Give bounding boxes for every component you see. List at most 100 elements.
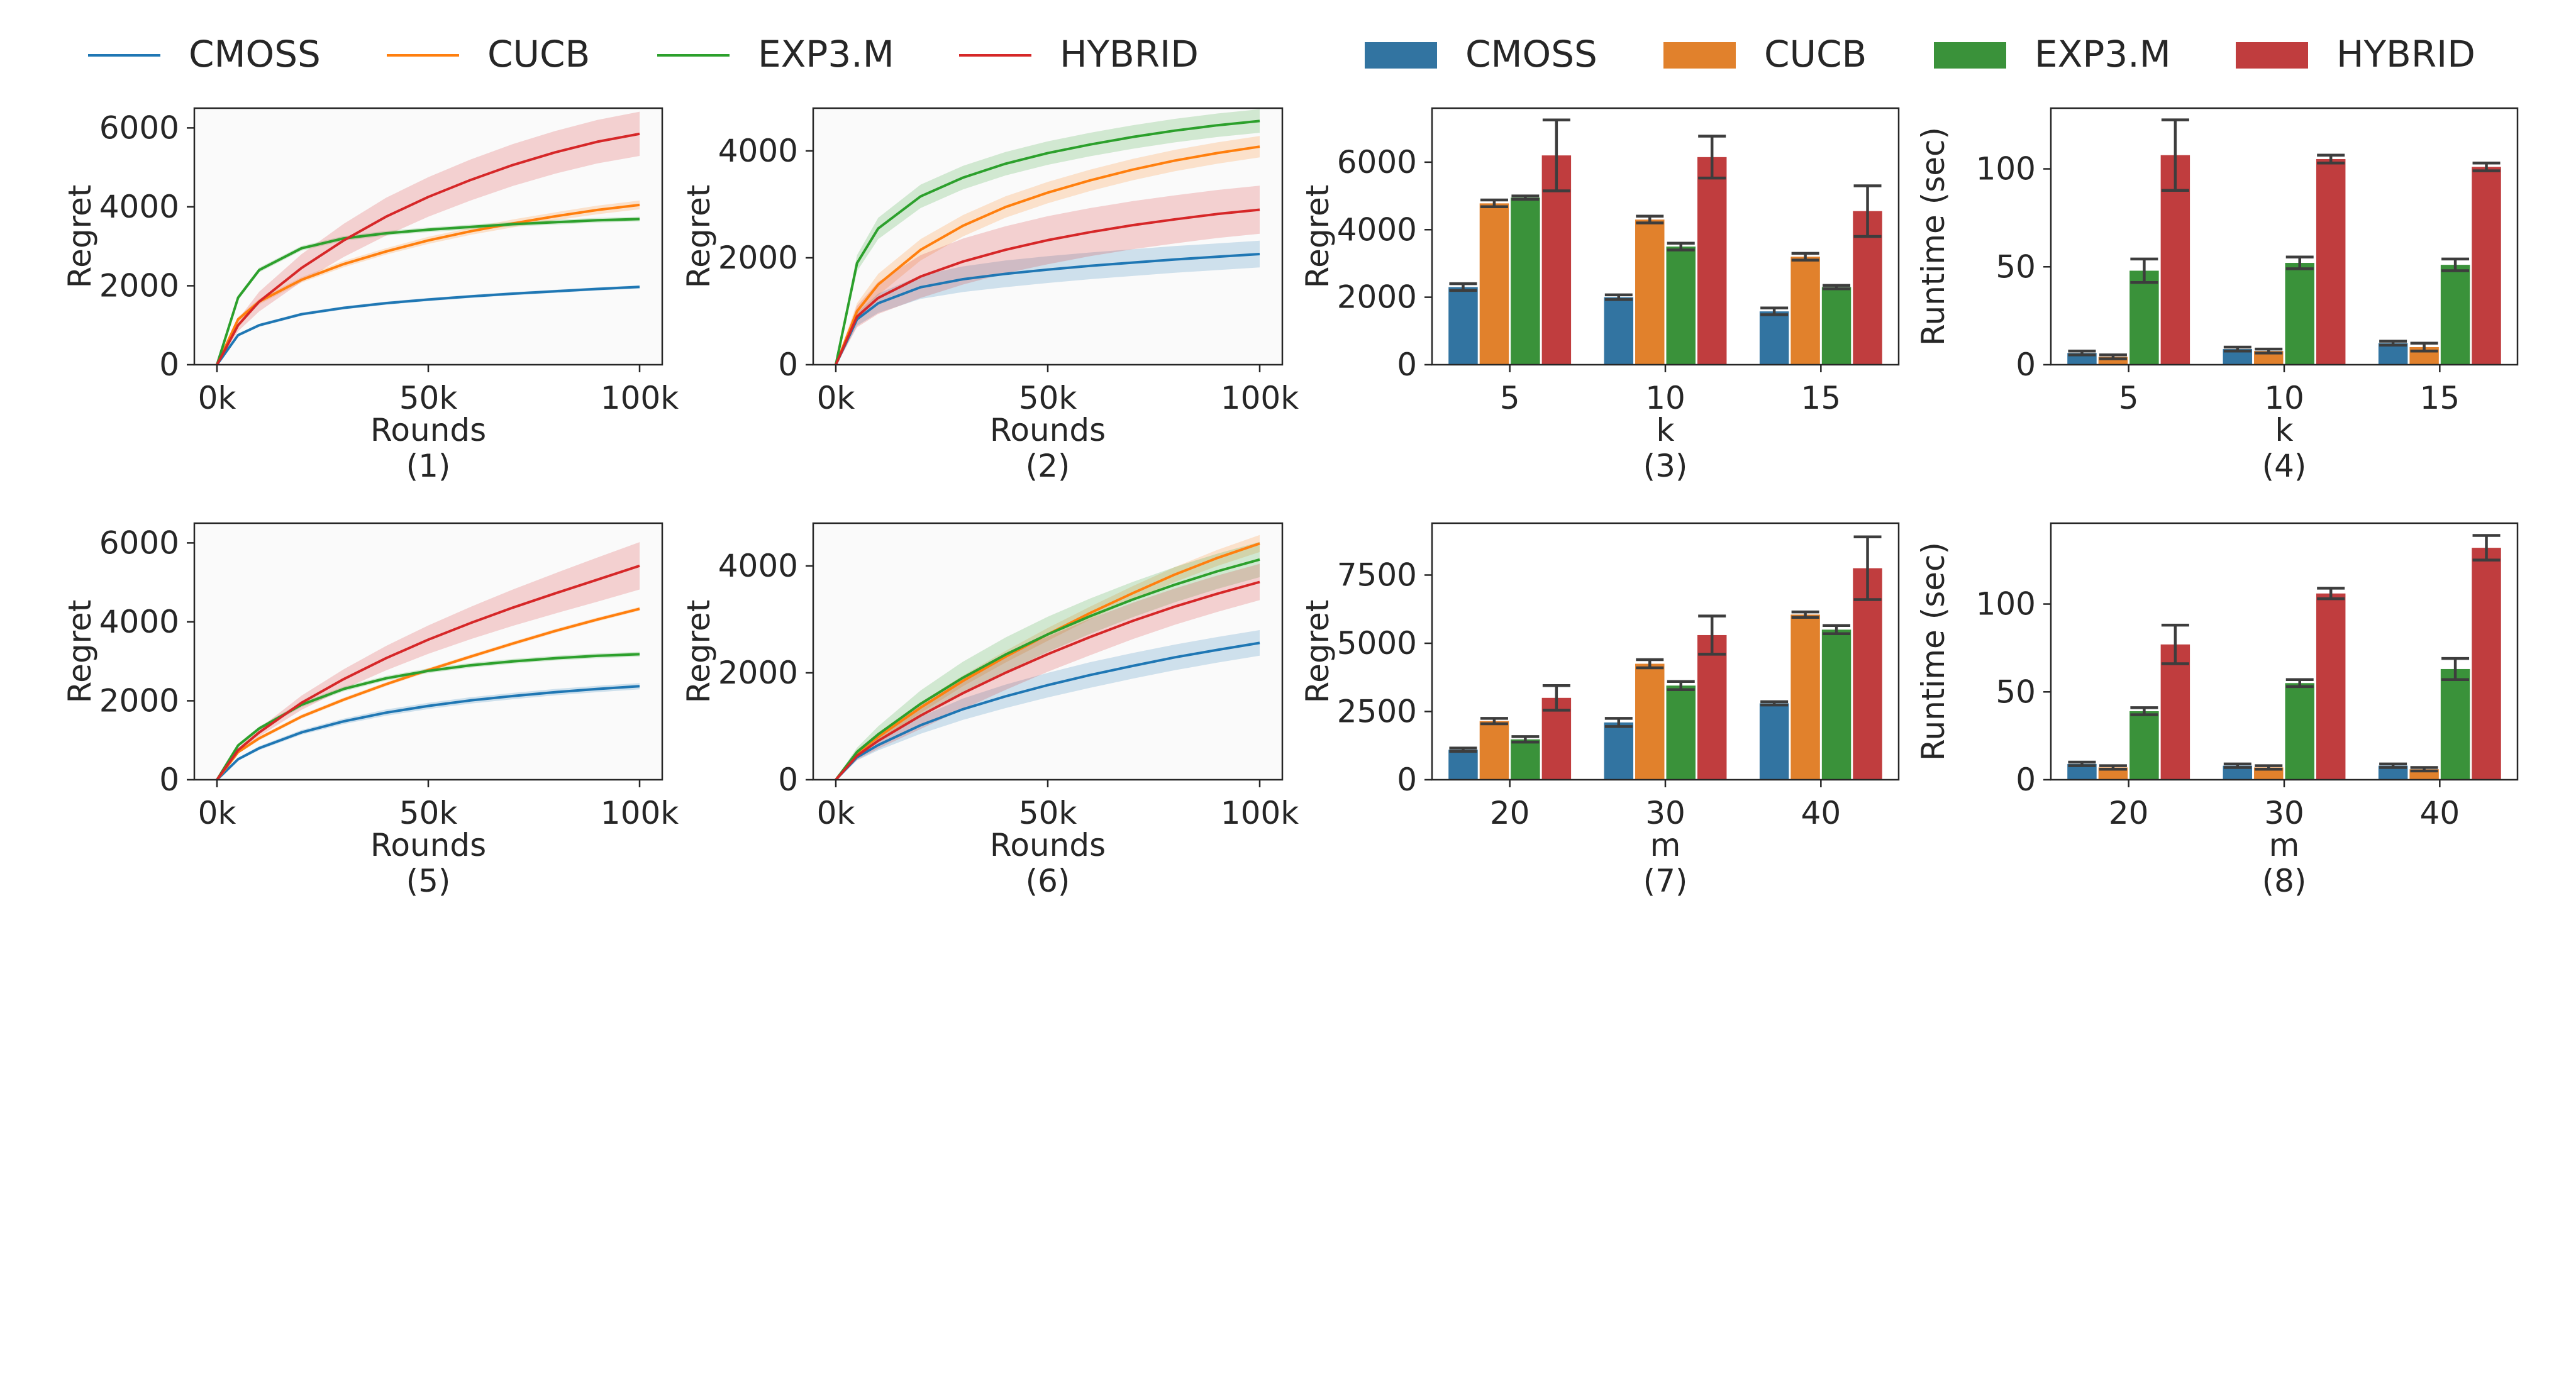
series-line-hybrid (216, 564, 640, 781)
x-tick-label: 30 (1645, 795, 1685, 831)
bar-cmoss-40 (2378, 765, 2408, 780)
panel-caption: (8) (2262, 863, 2307, 899)
series-line-cmoss (835, 641, 1260, 781)
y-tick-label: 6000 (99, 109, 179, 146)
x-axis-label: Rounds (990, 412, 1106, 448)
y-tick-label: 100 (1976, 586, 2036, 623)
y-axis-label: Runtime (sec) (1915, 127, 1951, 346)
legend-label-1: CUCB (487, 33, 590, 75)
panel-p5: 0 2000 4000 6000 Regret 0k 50k 100k Rounds(5) (62, 522, 679, 899)
bar-exp3m-15 (1821, 287, 1852, 365)
legend-swatch-0 (1365, 42, 1437, 69)
panel-caption: (2) (1026, 448, 1070, 484)
x-tick-label: 5 (1500, 380, 1520, 416)
bar-exp3m-15 (2440, 265, 2470, 365)
y-tick-label: 7500 (1337, 557, 1417, 593)
x-tick-label: 10 (2264, 380, 2304, 416)
bar-cucb-30 (1635, 663, 1665, 780)
x-axis-label: Rounds (370, 827, 486, 863)
y-tick-label: 4000 (1337, 211, 1417, 248)
y-tick-label: 4000 (99, 604, 179, 640)
y-axis-label: Runtime (sec) (1915, 542, 1951, 761)
panel-caption: (5) (406, 863, 451, 899)
series-line-cmoss (216, 685, 640, 781)
y-axis-label: Regret (62, 185, 98, 289)
y-axis-label: Regret (1299, 185, 1336, 289)
series-line-hybrid (835, 580, 1260, 781)
bar-cmoss-30 (1604, 722, 1634, 780)
y-tick-label: 0 (778, 346, 798, 383)
band-hybrid (836, 186, 1260, 367)
bar-cmoss-15 (1759, 311, 1789, 365)
x-tick-label: 100k (1221, 795, 1299, 831)
panel-p1: 0 2000 4000 6000 Regret 0k 50k 100k Rounds(1) (62, 107, 679, 484)
panel-caption: (3) (1643, 448, 1688, 484)
legend-bar-label-3: HYBRID (2336, 33, 2475, 75)
y-tick-label: 0 (1397, 346, 1417, 383)
y-tick-label: 0 (778, 762, 798, 798)
bar-exp3m-5 (1511, 197, 1540, 365)
plot-frame (2050, 107, 2519, 366)
plot-frame (1431, 522, 1900, 781)
band-exp3m (836, 541, 1260, 781)
bar-cmoss-40 (1759, 703, 1789, 780)
x-tick-label: 20 (2109, 795, 2149, 831)
x-tick-label: 30 (2264, 795, 2304, 831)
plot-area (813, 108, 1282, 365)
x-tick-label: 50k (399, 795, 458, 831)
x-tick-label: 100k (601, 795, 679, 831)
bar-exp3m-5 (2129, 270, 2159, 365)
bar-exp3m-20 (1511, 739, 1540, 780)
series-line-cmoss (216, 285, 640, 366)
band-hybrid (836, 563, 1260, 781)
bar-hybrid-30 (2316, 593, 2346, 780)
y-tick-label: 50 (1996, 673, 2036, 710)
x-axis-label: m (2269, 827, 2300, 863)
band-cmoss (836, 240, 1260, 367)
panel-caption: (4) (2262, 448, 2307, 484)
series-line-cmoss (835, 253, 1260, 365)
plot-frame (193, 522, 663, 781)
y-tick-label: 100 (1976, 151, 2036, 187)
x-axis-label: k (2275, 412, 2294, 448)
y-tick-label: 0 (2016, 762, 2036, 798)
y-tick-label: 5000 (1337, 625, 1417, 662)
y-tick-label: 0 (159, 762, 179, 798)
plot-frame (812, 107, 1284, 366)
bar-cmoss-30 (2223, 765, 2253, 780)
y-tick-label: 2000 (718, 655, 798, 691)
series-line-exp3m (835, 558, 1260, 781)
legend-swatch-1 (1663, 42, 1736, 69)
legend-bar-label-1: CUCB (1764, 33, 1867, 75)
bar-legend: CMOSS CUCB EXP3.M HYBRID (1365, 33, 2475, 75)
y-tick-label: 0 (2016, 346, 2036, 383)
x-axis-label: Rounds (990, 827, 1106, 863)
y-tick-label: 2000 (99, 682, 179, 719)
bar-exp3m-10 (2285, 263, 2314, 365)
series-line-hybrid (216, 132, 640, 365)
y-axis-label: Regret (680, 185, 717, 289)
bar-cucb-15 (1790, 257, 1820, 365)
bar-cucb-10 (2254, 351, 2284, 365)
band-exp3m (836, 109, 1260, 367)
legend-label-2: EXP3.M (758, 33, 894, 75)
bar-hybrid-30 (1697, 634, 1727, 780)
x-axis-label: k (1657, 412, 1675, 448)
x-axis-label: m (1650, 827, 1681, 863)
legend-label-0: CMOSS (189, 33, 321, 75)
bar-exp3m-10 (1666, 247, 1696, 365)
y-axis-label: Regret (680, 600, 717, 704)
x-tick-label: 10 (1645, 380, 1685, 416)
y-tick-label: 6000 (99, 524, 179, 561)
x-tick-label: 50k (399, 380, 458, 416)
plot-area (2051, 108, 2518, 365)
x-tick-label: 100k (1221, 380, 1299, 416)
series-line-cucb (835, 145, 1260, 365)
x-tick-label: 50k (1019, 795, 1077, 831)
bar-exp3m-30 (1666, 685, 1696, 780)
bar-cmoss-20 (1448, 750, 1478, 780)
x-tick-label: 40 (1801, 795, 1841, 831)
x-axis-label: Rounds (370, 412, 486, 448)
panel-caption: (1) (406, 448, 451, 484)
